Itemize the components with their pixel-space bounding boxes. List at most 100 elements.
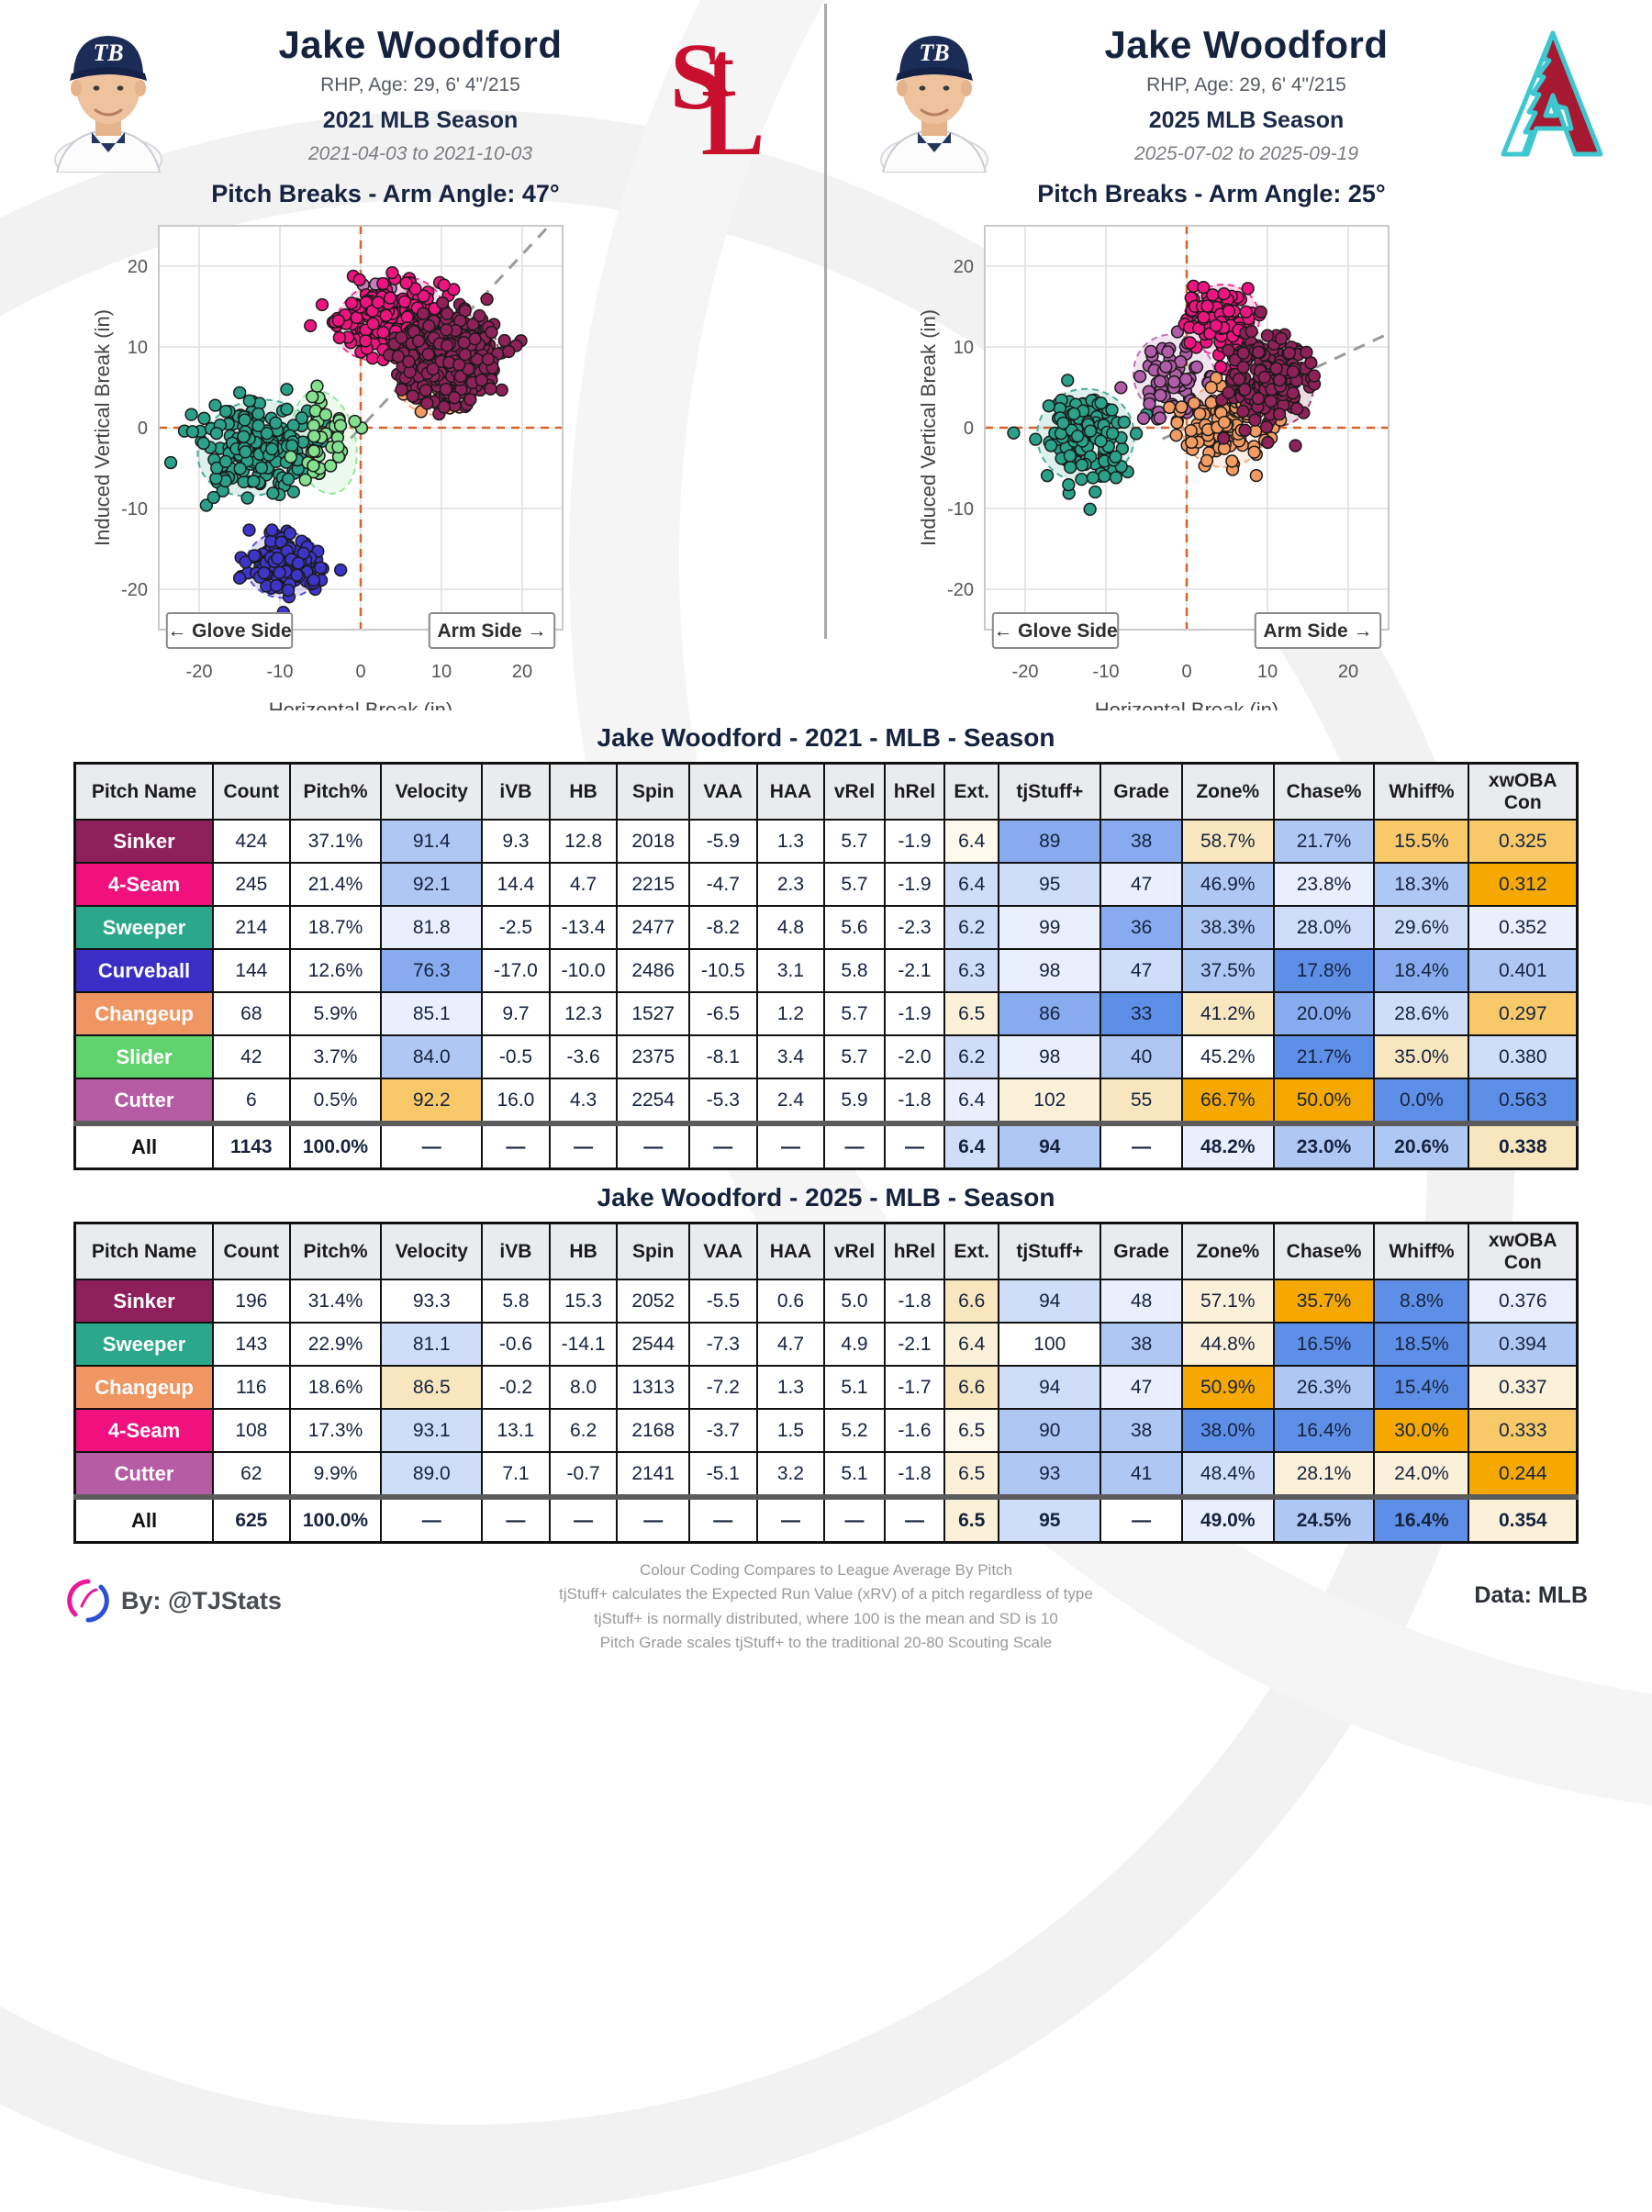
stat-cell: 2254 <box>616 1078 690 1125</box>
stat-cell: 8.0 <box>548 1365 619 1411</box>
stat-cell: -2.3 <box>883 905 946 951</box>
pitch-name-cell: Sinker <box>73 819 215 865</box>
footer-note-line: Colour Coding Compares to League Average… <box>639 1561 1013 1579</box>
cluster-sinker <box>382 292 528 421</box>
footer-note-line: Pitch Grade scales tjStuff+ to the tradi… <box>599 1634 1053 1652</box>
column-header: VAA <box>687 1222 758 1281</box>
stat-cell: 90 <box>998 1408 1102 1454</box>
stat-cell: -0.6 <box>481 1322 551 1368</box>
stat-cell: — <box>687 1121 758 1170</box>
column-header: iVB <box>481 1222 551 1281</box>
stat-cell: -4.7 <box>687 862 758 908</box>
stat-cell: -1.8 <box>883 1279 946 1324</box>
table-row: 4-Seam 245 21.4% 92.1 14.4 4.7 2215 -4.7 2.3 5.7-… <box>73 862 1579 908</box>
column-header: vRel <box>823 762 886 821</box>
stat-cell: — <box>616 1494 690 1544</box>
stat-cell: — <box>755 1121 826 1170</box>
x-axis-label: Horizontal Break (in) <box>1095 698 1279 710</box>
footer: By: @TJStats Colour Coding Compares to L… <box>0 1553 1652 1652</box>
stat-cell: 38 <box>1099 1322 1183 1368</box>
player-photo-2: TB <box>880 36 988 173</box>
stat-cell: -1.7 <box>883 1365 946 1411</box>
season-label: 2021 MLB Season <box>322 106 519 133</box>
stat-cell: 33 <box>1099 991 1183 1037</box>
stat-cell: 16.5% <box>1272 1322 1376 1368</box>
arm-side-label: Arm Side → <box>1254 612 1382 649</box>
stat-cell: — <box>380 1494 484 1544</box>
stat-cell: -1.8 <box>883 1078 946 1125</box>
stat-cell: — <box>823 1121 886 1170</box>
x-axis-label: Horizontal Break (in) <box>269 698 453 710</box>
stat-cell: -2.1 <box>883 948 946 994</box>
stat-cell: 245 <box>212 862 291 908</box>
panel-2021: TB Jake Woodford RHP, Age: 29, 6' 4"/215… <box>0 0 826 710</box>
column-header: Count <box>212 762 291 821</box>
stat-cell: -2.5 <box>481 905 551 951</box>
stat-cell: 3.2 <box>755 1451 826 1499</box>
stat-cell: 6.5 <box>943 1451 1000 1499</box>
stat-cell: 0.244 <box>1468 1451 1579 1499</box>
stat-cell: -10.5 <box>687 948 758 994</box>
stat-cell: 5.6 <box>823 905 886 951</box>
stat-cell: 100.0% <box>288 1121 383 1170</box>
column-header: HAA <box>755 1222 826 1281</box>
column-header: xwOBA Con <box>1468 762 1579 821</box>
stat-cell: 2.4 <box>755 1078 826 1125</box>
stat-cell: 0.312 <box>1468 862 1579 908</box>
stat-cell: 26.3% <box>1272 1365 1376 1411</box>
stat-cell: 37.5% <box>1180 948 1275 994</box>
stat-cell: 94 <box>998 1279 1102 1324</box>
stat-cell: 46.9% <box>1180 862 1275 908</box>
stat-cell: 9.3 <box>481 819 551 865</box>
stat-cell: 5.7 <box>823 819 886 865</box>
stat-cell: 0.6 <box>755 1279 826 1324</box>
y-axis-label: Induced Vertical Break (in) <box>91 309 114 546</box>
stat-cell: 16.4% <box>1272 1408 1376 1454</box>
column-header: hRel <box>883 762 946 821</box>
column-header: Pitch% <box>288 1222 383 1281</box>
table-row: Sweeper 143 22.9% 81.1 -0.6 -14.1 2544 -7.3 4.7 4… <box>73 1322 1579 1368</box>
stat-cell: 6.4 <box>943 819 1000 865</box>
svg-text:0: 0 <box>138 419 148 439</box>
stat-cell: — <box>687 1494 758 1544</box>
stat-cell: 42 <box>212 1034 291 1080</box>
pitch-name-cell: Slider <box>73 1034 215 1080</box>
svg-text:-10: -10 <box>947 499 974 519</box>
stat-cell: 6.5 <box>943 991 1000 1037</box>
stat-cell: -2.0 <box>883 1034 946 1080</box>
stat-cell: 6.6 <box>943 1279 1000 1324</box>
stat-cell: -2.1 <box>883 1322 946 1368</box>
column-header: iVB <box>481 762 551 821</box>
svg-text:20: 20 <box>128 257 148 277</box>
stat-cell: — <box>616 1121 690 1170</box>
stat-cell: 6.6 <box>943 1365 1000 1411</box>
stat-cell: 0.380 <box>1468 1034 1579 1080</box>
stat-cell: 2018 <box>616 819 690 865</box>
stat-cell: 4.3 <box>548 1078 619 1125</box>
stat-cell: — <box>481 1121 551 1170</box>
pitch-name-cell: All <box>73 1494 215 1544</box>
stat-cell: 35.7% <box>1272 1279 1376 1324</box>
pitch-name-cell: Cutter <box>73 1078 215 1125</box>
stat-cell: 5.1 <box>823 1365 886 1411</box>
stat-cell: 50.9% <box>1180 1365 1275 1411</box>
footer-note-line: tjStuff+ calculates the Expected Run Val… <box>559 1585 1093 1603</box>
stat-cell: 0.394 <box>1468 1322 1579 1368</box>
column-header: Chase% <box>1272 1222 1376 1281</box>
stat-cell: 0.401 <box>1468 948 1579 994</box>
stat-cell: 6.2 <box>548 1408 619 1454</box>
stat-cell: 37.1% <box>288 819 383 865</box>
pitch-name-cell: Sweeper <box>73 905 215 951</box>
stat-cell: 2.3 <box>755 862 826 908</box>
column-header: xwOBA Con <box>1468 1222 1579 1281</box>
stat-cell: 93 <box>998 1451 1102 1499</box>
stat-cell: 47 <box>1099 1365 1183 1411</box>
stat-cell: 2486 <box>616 948 690 994</box>
svg-text:t: t <box>709 28 734 113</box>
stat-cell: -6.5 <box>687 991 758 1037</box>
stat-cell: 48 <box>1099 1279 1183 1324</box>
stat-cell: 50.0% <box>1272 1078 1376 1125</box>
stat-cell: 24.5% <box>1272 1494 1376 1544</box>
stat-cell: 48.4% <box>1180 1451 1275 1499</box>
stat-cell: -5.1 <box>687 1451 758 1499</box>
